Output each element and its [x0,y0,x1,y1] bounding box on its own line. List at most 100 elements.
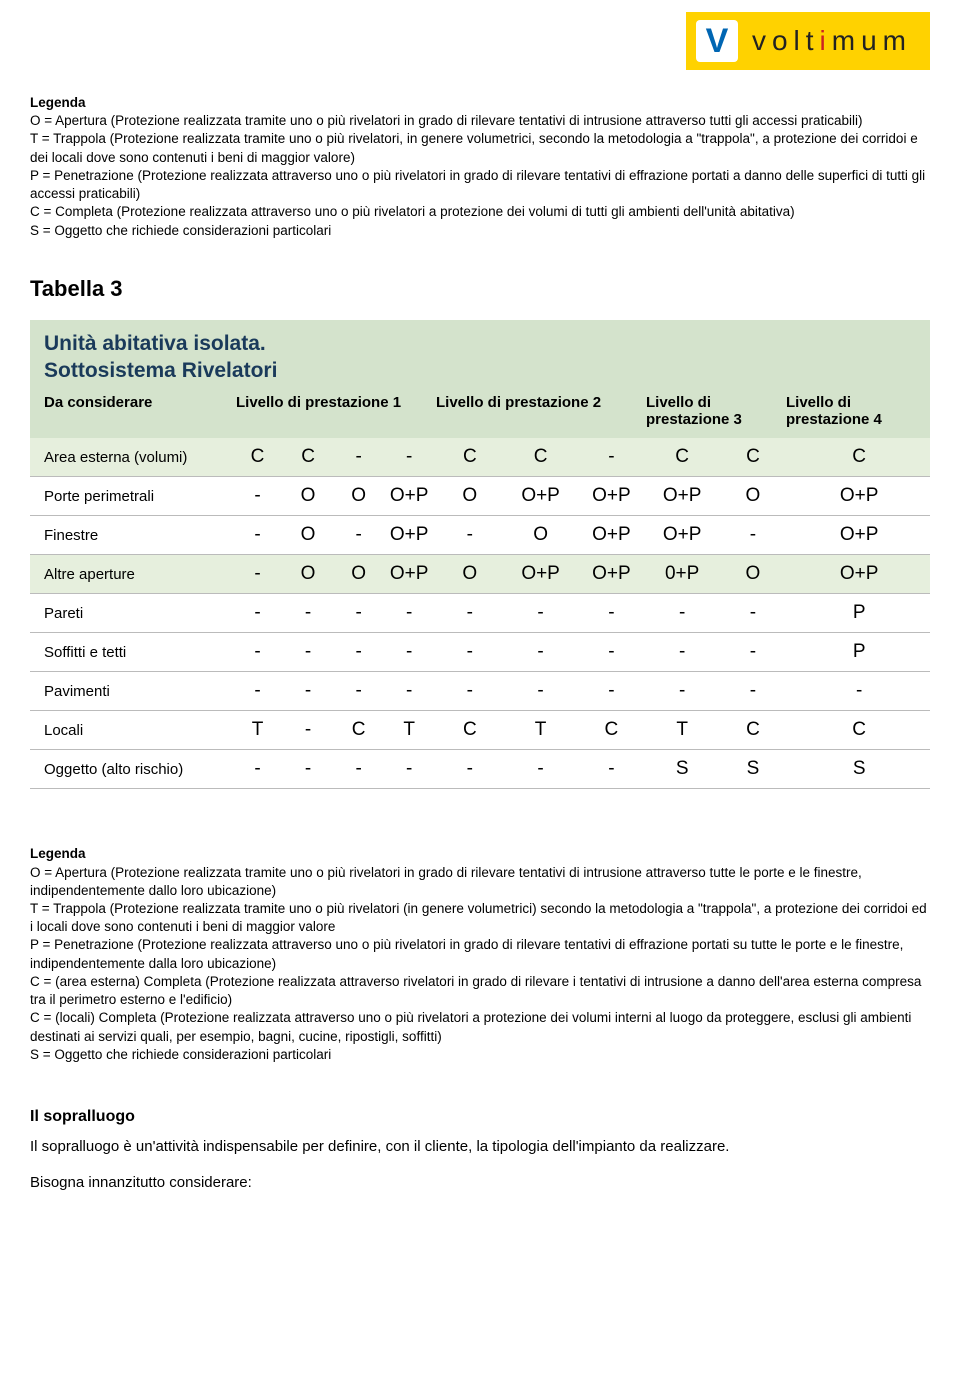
cell: C [788,438,930,477]
cell: - [576,594,647,633]
cell: T [384,711,435,750]
row-label: Pavimenti [30,672,232,711]
cell: O [718,477,789,516]
logo-v-letter: V [706,24,729,58]
cell: - [647,672,718,711]
cell: C [718,711,789,750]
cell: - [283,633,334,672]
cell: C [434,711,505,750]
cell: - [505,594,576,633]
cell: O [333,477,384,516]
table3-column-headers: Da considerare Livello di prestazione 1 … [30,388,930,438]
table-row: LocaliT-CTCTCTCC [30,711,930,750]
cell: - [384,438,435,477]
table-row: Altre aperture-OOO+POO+PO+P0+POO+P [30,555,930,594]
brand-logo: V voltimum [30,12,930,70]
cell: O+P [505,477,576,516]
cell: O+P [788,516,930,555]
col-lvl1: Livello di prestazione 1 [230,394,430,428]
cell: O+P [647,477,718,516]
legend-2-line: P = Penetrazione (Protezione realizzata … [30,936,930,972]
logo-box: V voltimum [686,12,930,70]
cell: P [788,633,930,672]
cell: S [718,750,789,789]
legend-2-line: S = Oggetto che richiede considerazioni … [30,1046,930,1064]
table3-title-line1: Unità abitativa isolata. [44,330,916,357]
row-label: Soffitti e tetti [30,633,232,672]
row-label: Finestre [30,516,232,555]
logo-word-pre: volt [752,25,820,56]
cell: C [333,711,384,750]
cell: - [333,672,384,711]
cell: C [576,711,647,750]
table3-title-block: Unità abitativa isolata. Sottosistema Ri… [30,320,930,389]
cell: - [232,477,283,516]
cell: O [283,477,334,516]
sopralluogo-p2: Bisogna innanzitutto considerare: [30,1172,930,1194]
cell: T [647,711,718,750]
cell: - [333,516,384,555]
cell: - [232,594,283,633]
cell: - [232,672,283,711]
cell: - [384,633,435,672]
row-label: Oggetto (alto rischio) [30,750,232,789]
legend-1-line: S = Oggetto che richiede considerazioni … [30,222,930,240]
cell: - [333,750,384,789]
table3: Area esterna (volumi)CC--CC-CCCPorte per… [30,438,930,789]
legend-2-line: O = Apertura (Protezione realizzata tram… [30,864,930,900]
cell: - [283,711,334,750]
cell: - [283,750,334,789]
row-label: Pareti [30,594,232,633]
cell: C [788,711,930,750]
legend-1-line: O = Apertura (Protezione realizzata tram… [30,112,930,130]
cell: - [576,438,647,477]
cell: O [283,555,334,594]
cell: O+P [647,516,718,555]
table-row: Porte perimetrali-OOO+POO+PO+PO+POO+P [30,477,930,516]
table3-title-line2: Sottosistema Rivelatori [44,357,916,384]
cell: P [788,594,930,633]
cell: C [434,438,505,477]
cell: - [232,750,283,789]
cell: C [718,438,789,477]
cell: - [333,594,384,633]
cell: - [283,672,334,711]
cell: - [576,633,647,672]
table-row: Finestre-O-O+P-OO+PO+P-O+P [30,516,930,555]
sopralluogo-p1: Il sopralluogo è un'attività indispensab… [30,1136,930,1158]
cell: C [283,438,334,477]
cell: 0+P [647,555,718,594]
table-row: Pareti---------P [30,594,930,633]
cell: - [647,594,718,633]
cell: - [718,594,789,633]
col-lvl2: Livello di prestazione 2 [430,394,640,428]
cell: - [647,633,718,672]
legend-1-line: T = Trappola (Protezione realizzata tram… [30,130,930,166]
logo-word-red: i [820,25,832,56]
sopralluogo-title: Il sopralluogo [30,1108,930,1126]
cell: O [283,516,334,555]
cell: O+P [384,555,435,594]
cell: O+P [788,477,930,516]
legend-2-line: C = (locali) Completa (Protezione realiz… [30,1009,930,1045]
row-label: Altre aperture [30,555,232,594]
cell: S [788,750,930,789]
logo-v-badge: V [696,20,738,62]
cell: - [718,516,789,555]
cell: C [505,438,576,477]
cell: O [505,516,576,555]
cell: - [384,672,435,711]
cell: S [647,750,718,789]
legend-1-line: P = Penetrazione (Protezione realizzata … [30,167,930,203]
logo-wordmark: voltimum [752,25,912,57]
cell: - [576,750,647,789]
row-label: Porte perimetrali [30,477,232,516]
cell: - [232,516,283,555]
col-consider: Da considerare [30,394,230,428]
cell: O+P [788,555,930,594]
cell: O+P [576,555,647,594]
cell: - [505,672,576,711]
table-row: Pavimenti---------- [30,672,930,711]
cell: - [333,633,384,672]
cell: - [505,633,576,672]
